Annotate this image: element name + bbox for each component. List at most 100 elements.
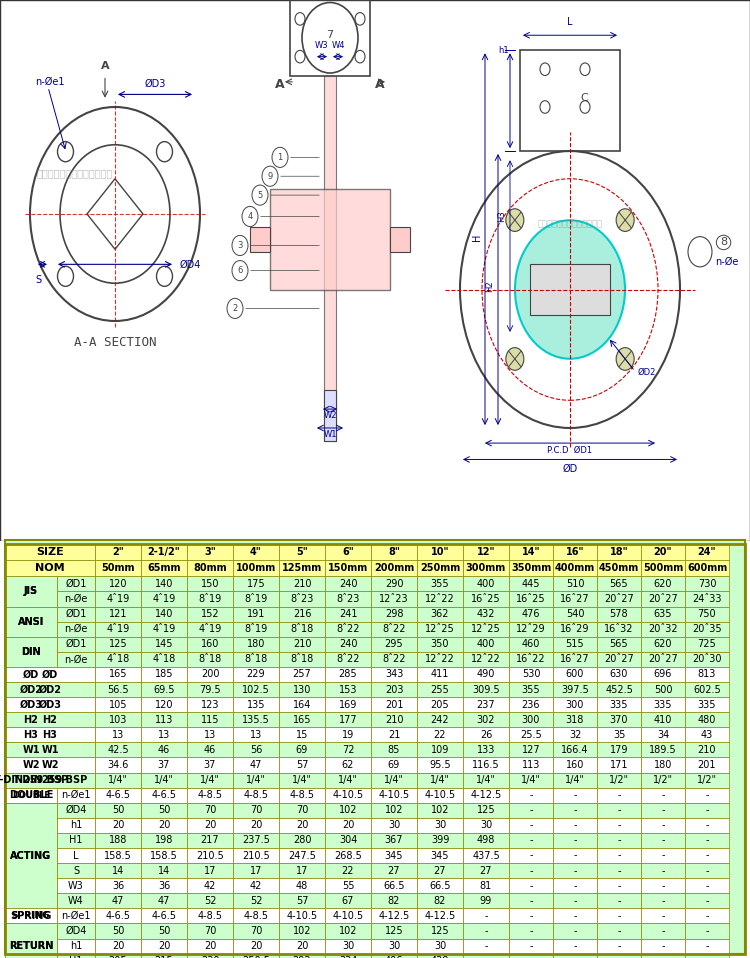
Bar xyxy=(463,712,509,727)
Text: 350mm: 350mm xyxy=(511,563,551,574)
Bar xyxy=(553,878,597,893)
Text: 362: 362 xyxy=(430,609,449,619)
Text: 4-6.5: 4-6.5 xyxy=(152,911,176,921)
Bar xyxy=(371,682,417,697)
Text: 20: 20 xyxy=(250,941,262,951)
Text: 355: 355 xyxy=(430,579,449,589)
Text: h1: h1 xyxy=(70,820,82,831)
Bar xyxy=(5,544,95,560)
Text: S: S xyxy=(73,866,79,876)
Bar xyxy=(5,803,57,908)
Text: 158.5: 158.5 xyxy=(104,851,132,860)
Bar xyxy=(187,591,233,606)
Text: A: A xyxy=(275,79,285,91)
Text: 8ˆ23: 8ˆ23 xyxy=(290,594,314,604)
Text: 4: 4 xyxy=(248,212,253,221)
Text: 69.5: 69.5 xyxy=(153,685,175,695)
Bar xyxy=(597,878,641,893)
Text: 12": 12" xyxy=(477,547,495,558)
Text: 177: 177 xyxy=(339,715,357,725)
Bar xyxy=(141,908,187,924)
Bar xyxy=(325,848,371,863)
Text: H: H xyxy=(472,234,482,241)
Text: 400mm: 400mm xyxy=(555,563,596,574)
Text: -: - xyxy=(617,835,621,846)
Bar xyxy=(463,803,509,818)
Text: 335: 335 xyxy=(610,699,628,710)
Bar xyxy=(279,577,325,591)
Bar xyxy=(641,637,685,651)
Bar xyxy=(5,742,95,758)
Bar xyxy=(187,697,233,712)
Bar xyxy=(187,878,233,893)
Bar xyxy=(417,758,463,772)
Bar xyxy=(279,606,325,622)
Bar xyxy=(233,803,279,818)
Text: T-DIN259 BSP: T-DIN259 BSP xyxy=(0,775,68,786)
Bar xyxy=(5,758,57,772)
Text: -: - xyxy=(662,820,664,831)
Text: -: - xyxy=(573,911,577,921)
Bar xyxy=(95,682,141,697)
Bar xyxy=(141,758,187,772)
Text: 62: 62 xyxy=(342,760,354,770)
Text: S: S xyxy=(35,275,41,285)
Text: 476: 476 xyxy=(522,609,540,619)
Text: 4-8.5: 4-8.5 xyxy=(290,790,314,800)
Text: 102.5: 102.5 xyxy=(242,685,270,695)
Bar xyxy=(95,697,141,712)
Bar xyxy=(685,953,729,958)
Bar xyxy=(233,953,279,958)
Bar xyxy=(5,908,57,924)
Bar xyxy=(371,893,417,908)
Bar xyxy=(463,682,509,697)
Bar xyxy=(641,939,685,953)
Text: 135.5: 135.5 xyxy=(242,715,270,725)
Text: 18": 18" xyxy=(610,547,628,558)
Bar xyxy=(509,758,553,772)
Text: 200: 200 xyxy=(201,670,219,679)
Bar xyxy=(141,591,187,606)
Bar xyxy=(279,818,325,833)
Text: 8ˆ18: 8ˆ18 xyxy=(198,654,222,665)
Text: -: - xyxy=(573,926,577,936)
Bar xyxy=(57,712,95,727)
Bar xyxy=(509,577,553,591)
Bar xyxy=(95,772,141,787)
Text: -: - xyxy=(705,820,709,831)
Text: -: - xyxy=(617,896,621,906)
Bar xyxy=(325,682,371,697)
Bar xyxy=(233,544,279,560)
Bar xyxy=(641,577,685,591)
Bar xyxy=(553,833,597,848)
Text: W3: W3 xyxy=(315,41,328,50)
Text: 48: 48 xyxy=(296,880,308,891)
Bar xyxy=(141,606,187,622)
Text: 8ˆ19: 8ˆ19 xyxy=(244,594,268,604)
Bar xyxy=(141,772,187,787)
Text: 120: 120 xyxy=(154,699,173,710)
Text: 295: 295 xyxy=(385,639,404,650)
Bar xyxy=(509,939,553,953)
Text: 6: 6 xyxy=(237,266,243,275)
Text: 166.4: 166.4 xyxy=(561,745,589,755)
Bar xyxy=(325,697,371,712)
Bar xyxy=(509,953,553,958)
Text: 515: 515 xyxy=(566,639,584,650)
Bar xyxy=(553,591,597,606)
Bar xyxy=(57,939,95,953)
Bar xyxy=(463,908,509,924)
Text: ØD1: ØD1 xyxy=(65,579,87,589)
Bar xyxy=(417,878,463,893)
Bar xyxy=(95,803,141,818)
Bar xyxy=(371,606,417,622)
Bar xyxy=(597,591,641,606)
Text: 102: 102 xyxy=(339,926,357,936)
Text: -: - xyxy=(573,806,577,815)
Text: 43: 43 xyxy=(700,730,713,740)
Text: 70: 70 xyxy=(204,806,216,815)
Bar xyxy=(5,577,57,606)
Bar xyxy=(141,787,187,803)
Text: -: - xyxy=(530,851,532,860)
Text: 8": 8" xyxy=(388,547,400,558)
